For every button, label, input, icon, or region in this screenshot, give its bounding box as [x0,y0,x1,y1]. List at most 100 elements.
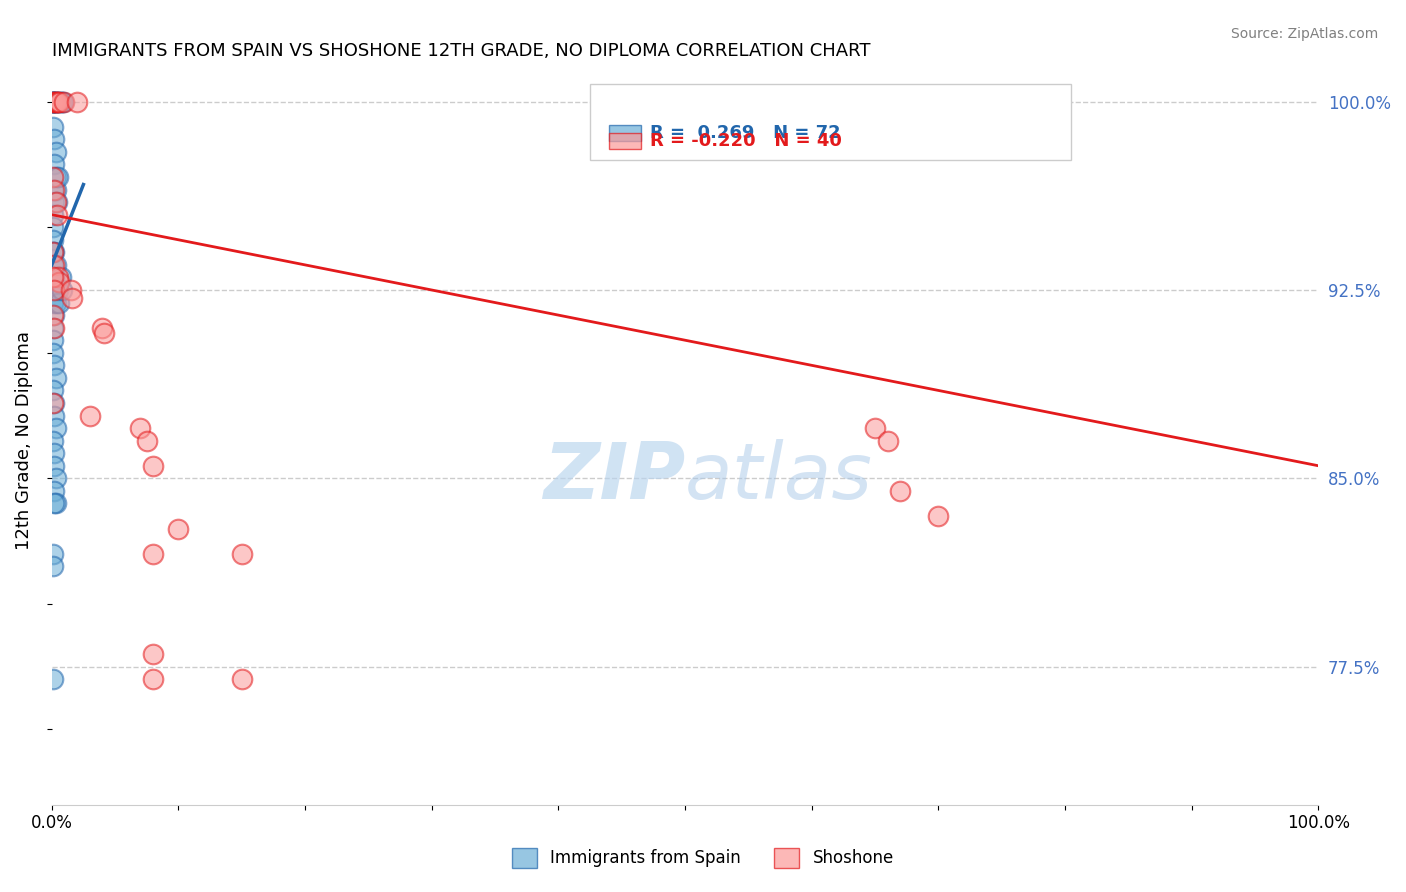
Point [91,320,114,334]
Point [44,95,66,109]
Point [42,208,65,222]
Point [42,95,65,109]
Text: atlas: atlas [685,439,873,515]
Point [142,647,165,661]
Point [45,496,67,510]
Legend: Immigrants from Spain, Shoshone: Immigrants from Spain, Shoshone [505,841,901,875]
Point [42,120,65,134]
Point [44,320,66,334]
Point [45,371,67,385]
Point [93,326,115,340]
Point [45,195,67,210]
Text: Source: ZipAtlas.com: Source: ZipAtlas.com [1230,27,1378,41]
Point [44,483,66,498]
Point [46,283,69,297]
Point [48,95,70,109]
Point [142,458,165,473]
Point [46,95,69,109]
Point [44,258,66,272]
Point [167,521,190,535]
Point [889,483,911,498]
Point [48,276,70,290]
Point [44,132,66,146]
Point [42,169,65,184]
Point [44,396,66,410]
Point [44,446,66,460]
Point [42,270,65,285]
Point [129,421,152,435]
Point [42,345,65,359]
Point [44,195,66,210]
Point [45,95,67,109]
FancyBboxPatch shape [609,125,641,141]
Point [46,270,69,285]
Point [42,95,65,109]
Point [44,409,66,423]
Point [51,95,73,109]
Point [44,496,66,510]
Point [46,169,69,184]
Point [42,95,65,109]
Text: ZIP: ZIP [543,439,685,515]
Point [42,95,65,109]
Point [42,547,65,561]
Point [42,333,65,347]
Point [42,95,65,109]
Point [231,672,253,686]
Point [66,95,89,109]
FancyBboxPatch shape [609,134,641,149]
Point [44,458,66,473]
Point [45,258,67,272]
Point [142,672,165,686]
Point [42,283,65,297]
Point [863,421,886,435]
Point [48,95,70,109]
Point [44,270,66,285]
Point [44,157,66,171]
Point [45,421,67,435]
Point [44,95,66,109]
FancyBboxPatch shape [591,84,1071,161]
Point [45,145,67,159]
Text: R = -0.220   N = 40: R = -0.220 N = 40 [650,132,841,151]
Point [44,308,66,322]
Point [44,359,66,373]
Point [46,95,69,109]
Point [927,508,949,523]
Point [59,283,82,297]
Point [42,308,65,322]
Point [45,95,67,109]
Point [42,258,65,272]
Point [45,471,67,485]
Point [231,547,253,561]
Point [45,295,67,310]
Point [42,270,65,285]
Point [45,195,67,210]
Point [60,291,83,305]
Point [135,434,157,448]
Point [42,183,65,197]
Point [49,95,72,109]
Point [44,183,66,197]
Point [53,95,76,109]
Point [42,384,65,398]
Point [42,672,65,686]
Point [42,245,65,260]
Y-axis label: 12th Grade, No Diploma: 12th Grade, No Diploma [15,331,32,550]
Point [45,183,67,197]
Point [45,95,67,109]
Text: R =  0.269   N = 72: R = 0.269 N = 72 [650,124,841,142]
Point [42,245,65,260]
Point [44,283,66,297]
Point [44,95,66,109]
Point [45,95,67,109]
Point [45,95,67,109]
Point [42,95,65,109]
Point [48,295,70,310]
Point [142,547,165,561]
Point [42,295,65,310]
Point [79,409,101,423]
Point [876,434,898,448]
Point [42,396,65,410]
Point [52,95,75,109]
